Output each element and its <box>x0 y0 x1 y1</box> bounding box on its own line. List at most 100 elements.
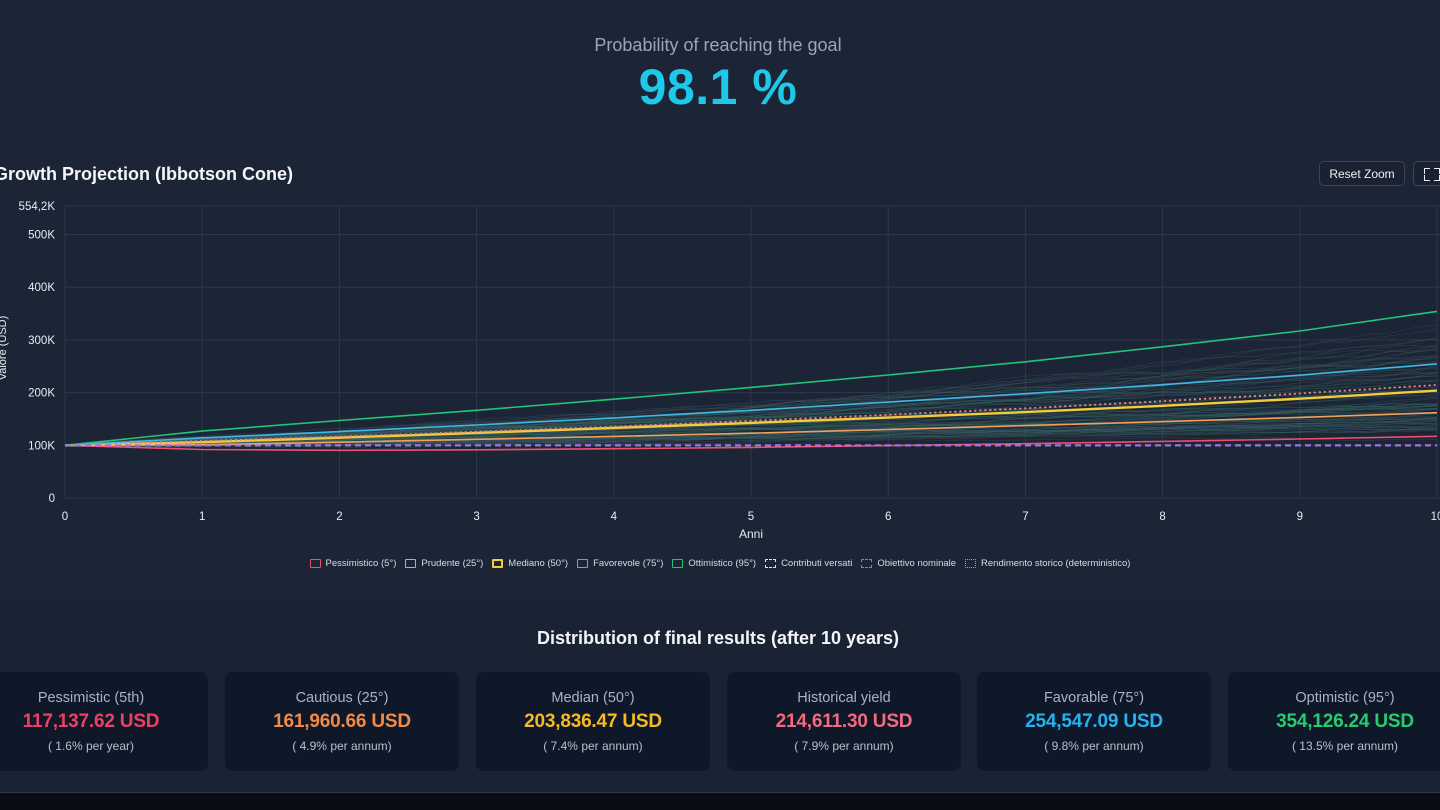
chart-legend: Pessimistico (5°) Prudente (25°) Mediano (… <box>0 558 1440 569</box>
result-card-value: 254,547.09 USD <box>1025 711 1163 732</box>
y-tick-label: 0 <box>49 493 55 505</box>
series-line <box>65 363 1438 447</box>
simulation-path <box>65 417 1438 446</box>
y-tick-label: 100K <box>28 440 55 452</box>
x-tick-label: 1 <box>199 511 205 523</box>
result-card-label: Historical yield <box>797 690 891 706</box>
x-tick-label: 6 <box>885 511 891 523</box>
simulation-path <box>65 339 1438 446</box>
legend-label: Mediano (50°) <box>508 558 569 569</box>
legend-item[interactable]: Obiettivo nominale <box>861 558 956 569</box>
fullscreen-button[interactable] <box>1413 161 1440 186</box>
simulation-path <box>65 403 1438 446</box>
legend-label: Ottimistico (95°) <box>688 558 757 569</box>
simulation-path <box>65 379 1438 446</box>
result-card-label: Cautious (25°) <box>295 690 389 706</box>
result-card: Optimistic (95°) 354,126.24 USD ( 13.5% pe… <box>1228 672 1440 771</box>
x-axis-label: Anni <box>739 527 763 541</box>
simulation-path <box>65 428 1438 446</box>
simulation-path <box>65 416 1438 446</box>
x-tick-label: 7 <box>1022 511 1028 523</box>
chart-grid <box>64 205 1440 499</box>
simulation-path <box>65 367 1438 446</box>
result-card: Cautious (25°) 161,960.66 USD ( 4.9% per a… <box>225 672 459 771</box>
simulation-path <box>65 372 1437 446</box>
bottom-bar <box>0 792 1440 810</box>
x-tick-label: 0 <box>62 511 68 523</box>
legend-swatch <box>405 559 417 568</box>
legend-item[interactable]: Pessimistico (5°) <box>309 558 396 569</box>
simulation-path <box>65 397 1438 446</box>
y-tick-label: 500K <box>28 230 55 242</box>
result-card: Pessimistic (5th) 117,137.62 USD ( 1.6% pe… <box>0 672 208 771</box>
simulation-path <box>65 407 1438 446</box>
result-card: Favorable (75°) 254,547.09 USD ( 9.8% per … <box>977 672 1211 771</box>
simulation-path <box>65 372 1438 446</box>
result-card: Historical yield 214,611.30 USD ( 7.9% per… <box>727 672 961 771</box>
x-tick-label: 8 <box>1159 511 1165 523</box>
growth-chart[interactable]: 0 100K 200K 300K 400K 500K 554,2K 0 1 2 3 4 5 6 7 8 9 10 A… <box>0 195 1440 555</box>
simulation-path <box>65 362 1438 446</box>
result-card-label: Median (50°) <box>551 690 635 706</box>
legend-item[interactable]: Ottimistico (95°) <box>672 558 756 569</box>
series-line <box>65 411 1438 447</box>
result-card: Median (50°) 203,836.47 USD ( 7.4% per ann… <box>476 672 710 771</box>
legend-item[interactable]: Rendimento storico (deterministico) <box>965 558 1130 569</box>
result-card-rate: ( 4.9% per annum) <box>292 739 392 753</box>
simulation-path <box>65 427 1438 446</box>
result-card-value: 117,137.62 USD <box>22 711 160 732</box>
legend-swatch <box>309 559 321 568</box>
simulation-path <box>65 424 1438 446</box>
series-line <box>65 435 1438 452</box>
result-card-rate: ( 13.5% per annum) <box>1291 739 1399 753</box>
y-max-label: 554,2K <box>19 201 56 213</box>
simulation-path <box>65 421 1438 446</box>
simulation-path <box>65 409 1438 446</box>
legend-item[interactable]: Contributi versati <box>765 558 852 569</box>
simulation-path <box>65 367 1438 446</box>
legend-swatch <box>577 559 589 568</box>
simulation-path <box>65 375 1438 446</box>
series-line <box>65 310 1438 447</box>
legend-item[interactable]: Favorevole (75°) <box>577 558 663 569</box>
result-card-label: Pessimistic (5th) <box>37 690 145 706</box>
distribution-section: Distribution of final results (after 10 … <box>0 598 1440 792</box>
legend-label: Obiettivo nominale <box>877 558 957 569</box>
simulation-path <box>65 428 1438 447</box>
legend-item[interactable]: Prudente (25°) <box>405 558 483 569</box>
y-axis-label: Valore (USD) <box>0 316 9 381</box>
reset-zoom-button[interactable]: Reset Zoom <box>1319 161 1405 186</box>
simulation-path <box>65 405 1438 446</box>
simulation-path <box>65 417 1438 446</box>
legend-swatch <box>861 559 873 568</box>
result-card-rate: ( 7.9% per annum) <box>794 739 894 753</box>
simulation-path <box>65 357 1438 446</box>
result-card-value: 214,611.30 USD <box>775 711 913 732</box>
x-tick-label: 9 <box>1297 511 1303 523</box>
simulation-path <box>65 324 1438 446</box>
probability-label: Probability of reaching the goal <box>594 35 842 55</box>
simulation-path <box>65 427 1438 447</box>
probability-panel: Probability of reaching the goal 98.1 % <box>0 33 1436 117</box>
result-card-value: 354,126.24 USD <box>1276 711 1414 732</box>
simulation-path <box>65 349 1438 446</box>
chart-title: Growth Projection (Ibbotson Cone) <box>0 164 293 184</box>
result-card-rate: ( 1.6% per year) <box>47 739 135 753</box>
simulation-path <box>65 337 1438 446</box>
simulation-path <box>65 373 1438 446</box>
legend-swatch <box>765 559 777 568</box>
distribution-title: Distribution of final results (after 10 … <box>536 628 900 648</box>
result-card-label: Optimistic (95°) <box>1295 690 1395 706</box>
legend-item[interactable]: Mediano (50°) <box>492 558 568 569</box>
series-line <box>65 389 1438 447</box>
simulation-path <box>65 409 1438 446</box>
simulation-path <box>65 422 1438 446</box>
legend-swatch <box>672 559 684 568</box>
legend-label: Favorevole (75°) <box>593 558 664 569</box>
legend-swatch <box>492 559 504 568</box>
probability-value: 98.1 % <box>638 59 798 115</box>
y-tick-label: 400K <box>28 282 55 294</box>
simulation-path <box>65 396 1438 446</box>
simulation-path <box>65 420 1438 447</box>
simulation-path <box>65 405 1438 446</box>
